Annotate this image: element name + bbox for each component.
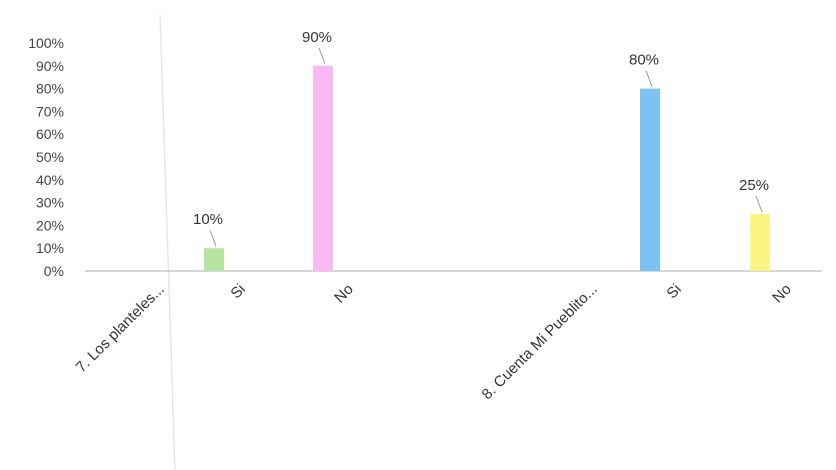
bar (640, 88, 660, 271)
data-label-leader (209, 230, 217, 247)
y-tick-label: 20% (36, 217, 64, 233)
bars (204, 65, 770, 271)
x-category-label: 7. Los planteles... (73, 281, 168, 376)
x-category-label: Si (227, 281, 248, 302)
bar (204, 248, 224, 271)
y-tick-label: 40% (36, 172, 64, 188)
x-category-label: 8. Cuenta Mi Pueblito... (479, 281, 601, 403)
y-tick-label: 50% (36, 149, 64, 165)
bar (313, 65, 333, 271)
y-tick-label: 100% (28, 35, 64, 51)
x-category-label: No (331, 281, 357, 307)
x-category-label: No (769, 281, 795, 307)
y-tick-label: 70% (36, 103, 64, 119)
x-category-label: Si (663, 281, 684, 302)
y-tick-label: 0% (44, 263, 64, 279)
data-label: 10% (193, 211, 223, 228)
category-labels: 7. Los planteles... Si No 8. Cuenta Mi Pueb… (73, 281, 795, 403)
y-tick-label: 30% (36, 195, 64, 211)
data-label-leader (645, 70, 653, 87)
data-label-leader (318, 47, 326, 64)
y-axis-ticks: 0% 10% 20% 30% 40% 50% 60% 70% 80% 90% 100% (28, 35, 64, 279)
bar (750, 214, 770, 271)
data-label: 80% (629, 52, 659, 69)
scan-rule (159, 14, 176, 470)
data-labels: 10% 90% 80% 25% (193, 29, 769, 247)
data-label-leader (755, 195, 763, 213)
y-tick-label: 60% (36, 126, 64, 142)
data-label: 90% (302, 29, 332, 46)
y-tick-label: 90% (36, 58, 64, 74)
y-tick-label: 80% (36, 81, 64, 97)
y-tick-label: 10% (36, 240, 64, 256)
data-label: 25% (739, 177, 769, 194)
